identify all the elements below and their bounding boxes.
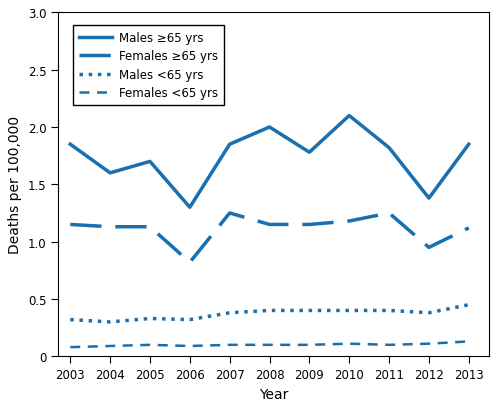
X-axis label: Year: Year bbox=[259, 387, 288, 401]
Y-axis label: Deaths per 100,000: Deaths per 100,000 bbox=[8, 116, 22, 254]
Legend: Males ≥65 yrs, Females ≥65 yrs, Males <65 yrs, Females <65 yrs: Males ≥65 yrs, Females ≥65 yrs, Males <6… bbox=[73, 26, 224, 106]
